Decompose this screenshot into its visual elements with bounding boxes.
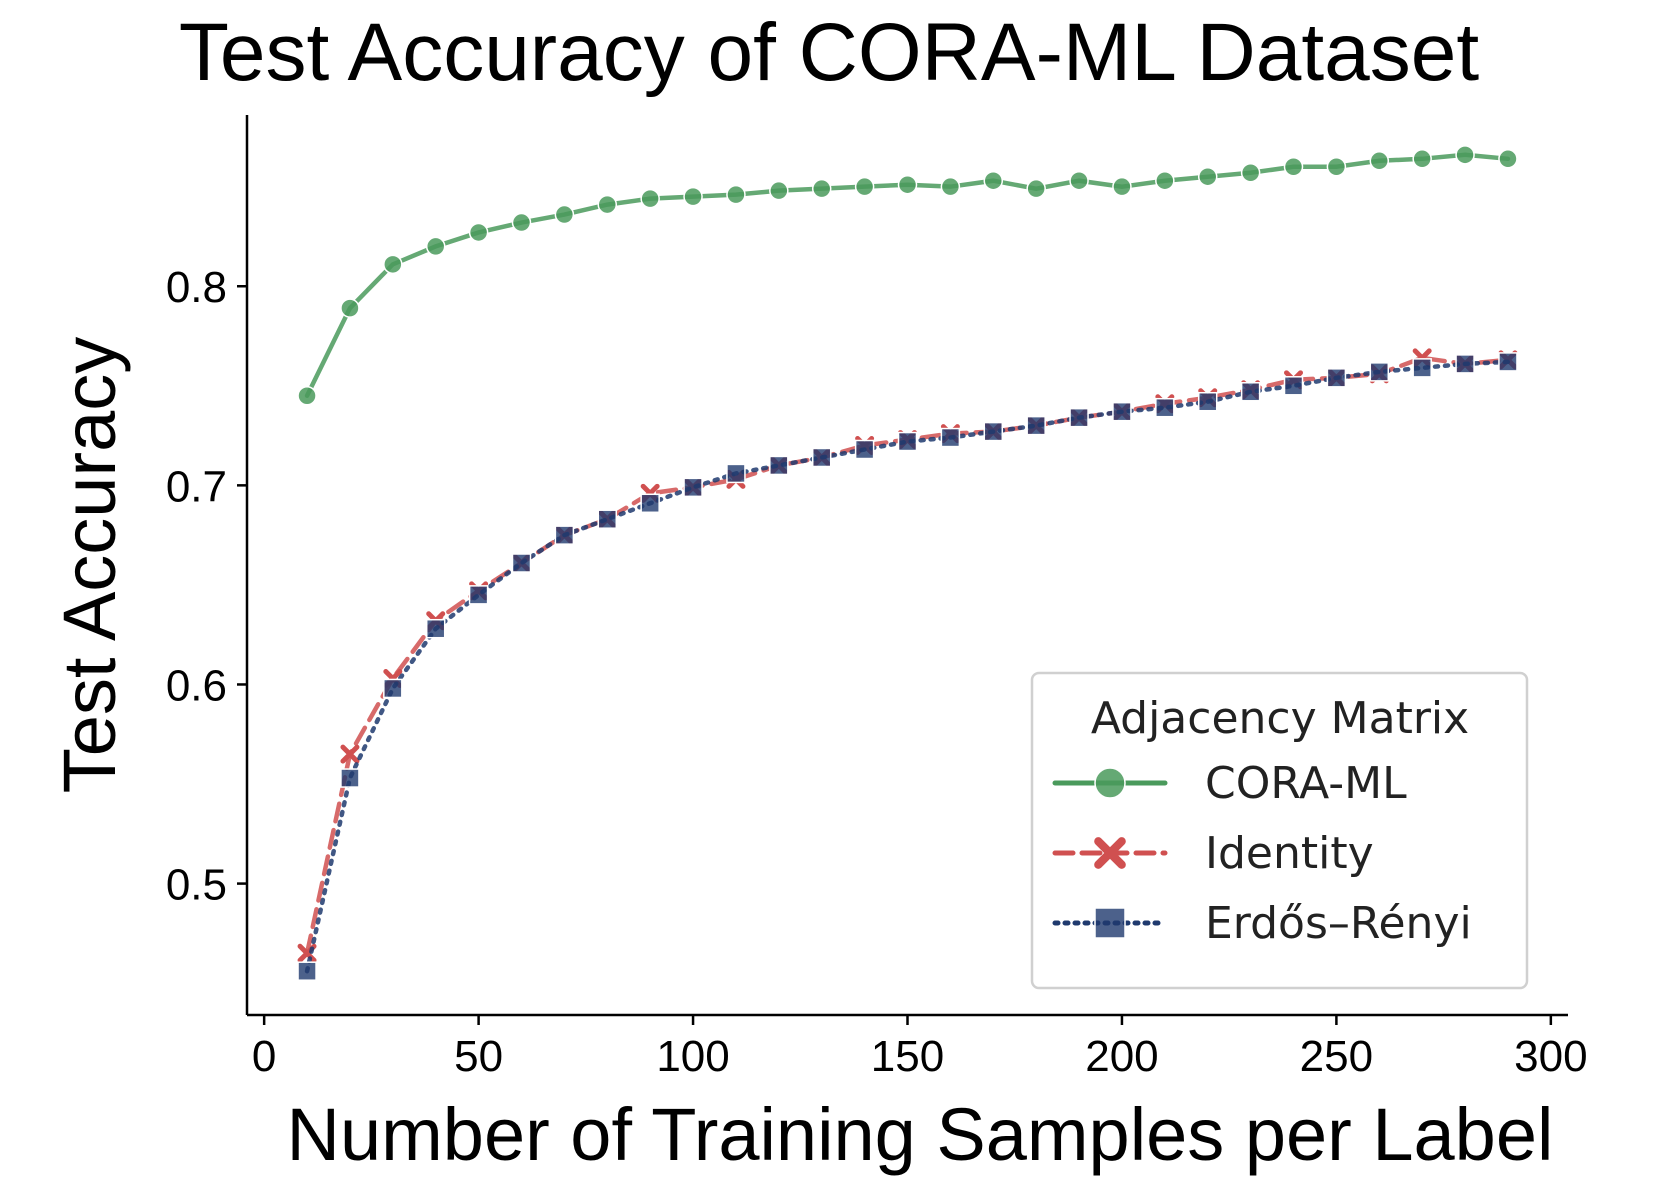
data-point-cora-ml xyxy=(1498,149,1518,169)
x-axis-label: Number of Training Samples per Label xyxy=(287,1093,1554,1176)
data-point-cora-ml xyxy=(383,254,403,275)
legend: Adjacency Matrix CORA-ML Identity Erdős–Ré… xyxy=(1030,671,1529,990)
x-marker-stroke xyxy=(1094,837,1126,869)
x-marker-stroke xyxy=(340,744,360,764)
data-point-erdos-renyi xyxy=(1069,407,1089,428)
data-point-erdos-renyi xyxy=(340,768,360,788)
data-point-erdos-renyi xyxy=(1112,401,1132,422)
data-point-erdos-renyi xyxy=(383,678,403,699)
data-point-erdos-renyi xyxy=(425,618,446,639)
data-point-cora-ml xyxy=(1326,157,1347,177)
y-tick-label: 0.5 xyxy=(166,861,227,910)
series-layer xyxy=(297,145,1518,981)
data-point-cora-ml xyxy=(1369,151,1390,171)
data-point-cora-ml xyxy=(554,204,575,225)
data-point-cora-ml xyxy=(854,176,875,197)
data-point-identity xyxy=(340,744,360,764)
series-line-erdos-renyi xyxy=(304,359,1511,974)
x-tick-label: 300 xyxy=(1514,1032,1587,1081)
data-point-cora-ml xyxy=(511,212,532,233)
x-tick-label: 150 xyxy=(871,1032,944,1081)
data-point-cora-ml xyxy=(640,188,660,209)
y-tick-label: 0.6 xyxy=(166,661,227,710)
legend-label: Identity xyxy=(1205,828,1374,879)
data-point-erdos-renyi xyxy=(640,493,660,514)
data-point-erdos-renyi xyxy=(726,463,746,484)
legend-item-identity: Identity xyxy=(1052,828,1374,879)
data-point-erdos-renyi xyxy=(940,427,961,448)
data-point-cora-ml xyxy=(940,176,961,197)
series-cora-ml xyxy=(297,145,1518,406)
legend-item-erdos-renyi: Erdős–Rényi xyxy=(1052,898,1472,949)
data-point-erdos-renyi xyxy=(597,509,618,529)
data-point-erdos-renyi xyxy=(554,525,575,545)
data-point-cora-ml xyxy=(1112,176,1132,197)
series-erdos-renyi xyxy=(297,352,1518,981)
data-point-erdos-renyi xyxy=(1326,368,1347,388)
data-point-erdos-renyi xyxy=(1498,352,1518,372)
legend-marker xyxy=(1094,767,1126,799)
data-point-cora-ml xyxy=(983,170,1004,191)
data-point-cora-ml xyxy=(1283,157,1304,177)
data-point-cora-ml xyxy=(468,222,489,243)
data-point-erdos-renyi xyxy=(1197,391,1218,412)
legend-title: Adjacency Matrix xyxy=(1091,693,1469,744)
data-point-erdos-renyi xyxy=(1455,354,1475,374)
data-point-erdos-renyi xyxy=(683,477,703,498)
data-point-cora-ml xyxy=(1197,166,1218,187)
data-point-cora-ml xyxy=(297,386,317,406)
data-point-cora-ml xyxy=(1240,162,1261,183)
data-point-cora-ml xyxy=(425,236,446,257)
data-point-erdos-renyi xyxy=(769,455,789,476)
x-tick-label: 250 xyxy=(1300,1032,1373,1081)
data-point-erdos-renyi xyxy=(811,447,832,468)
x-tick-label: 50 xyxy=(454,1032,503,1081)
data-point-cora-ml xyxy=(1155,170,1175,191)
legend-marker xyxy=(1094,907,1126,939)
data-point-erdos-renyi xyxy=(897,431,918,452)
y-tick-label: 0.7 xyxy=(166,462,227,511)
data-point-erdos-renyi xyxy=(854,439,875,460)
data-point-erdos-renyi xyxy=(297,961,317,981)
legend-marker xyxy=(1094,837,1126,869)
data-point-cora-ml xyxy=(597,194,618,215)
data-point-cora-ml xyxy=(1455,145,1475,165)
x-tick-label: 200 xyxy=(1085,1032,1158,1081)
data-point-cora-ml xyxy=(769,180,789,201)
legend-entries: CORA-ML Identity Erdős–Rényi xyxy=(1052,758,1472,949)
data-point-cora-ml xyxy=(1026,178,1046,199)
legend-item-cora-ml: CORA-ML xyxy=(1052,758,1407,809)
data-point-erdos-renyi xyxy=(1240,382,1261,402)
data-point-erdos-renyi xyxy=(1155,397,1175,418)
data-point-erdos-renyi xyxy=(983,421,1004,442)
data-point-cora-ml xyxy=(811,178,832,199)
data-point-erdos-renyi xyxy=(1412,358,1432,378)
data-point-cora-ml xyxy=(683,186,703,207)
y-tick-label: 0.8 xyxy=(166,263,227,312)
legend-label: Erdős–Rényi xyxy=(1205,898,1472,949)
data-point-erdos-renyi xyxy=(468,585,489,605)
data-point-erdos-renyi xyxy=(1026,415,1046,436)
y-axis-label: Test Accuracy xyxy=(48,337,131,794)
x-tick-label: 100 xyxy=(656,1032,729,1081)
tick-group: 0 50 100 150 200 250 300 0.5 0.6 0.7 0.8 xyxy=(166,263,1588,1081)
data-point-cora-ml xyxy=(1412,149,1432,169)
data-point-cora-ml xyxy=(897,174,918,195)
data-point-cora-ml xyxy=(1069,170,1089,191)
data-point-erdos-renyi xyxy=(1369,362,1390,382)
data-point-cora-ml xyxy=(340,298,360,318)
data-point-erdos-renyi xyxy=(511,553,532,573)
data-point-cora-ml xyxy=(726,184,746,205)
chart-title: Test Accuracy of CORA-ML Dataset xyxy=(179,7,1479,98)
x-tick-label: 0 xyxy=(252,1032,276,1081)
legend-label: CORA-ML xyxy=(1205,758,1407,809)
legend-frame xyxy=(1030,671,1529,990)
data-point-erdos-renyi xyxy=(1283,376,1304,396)
